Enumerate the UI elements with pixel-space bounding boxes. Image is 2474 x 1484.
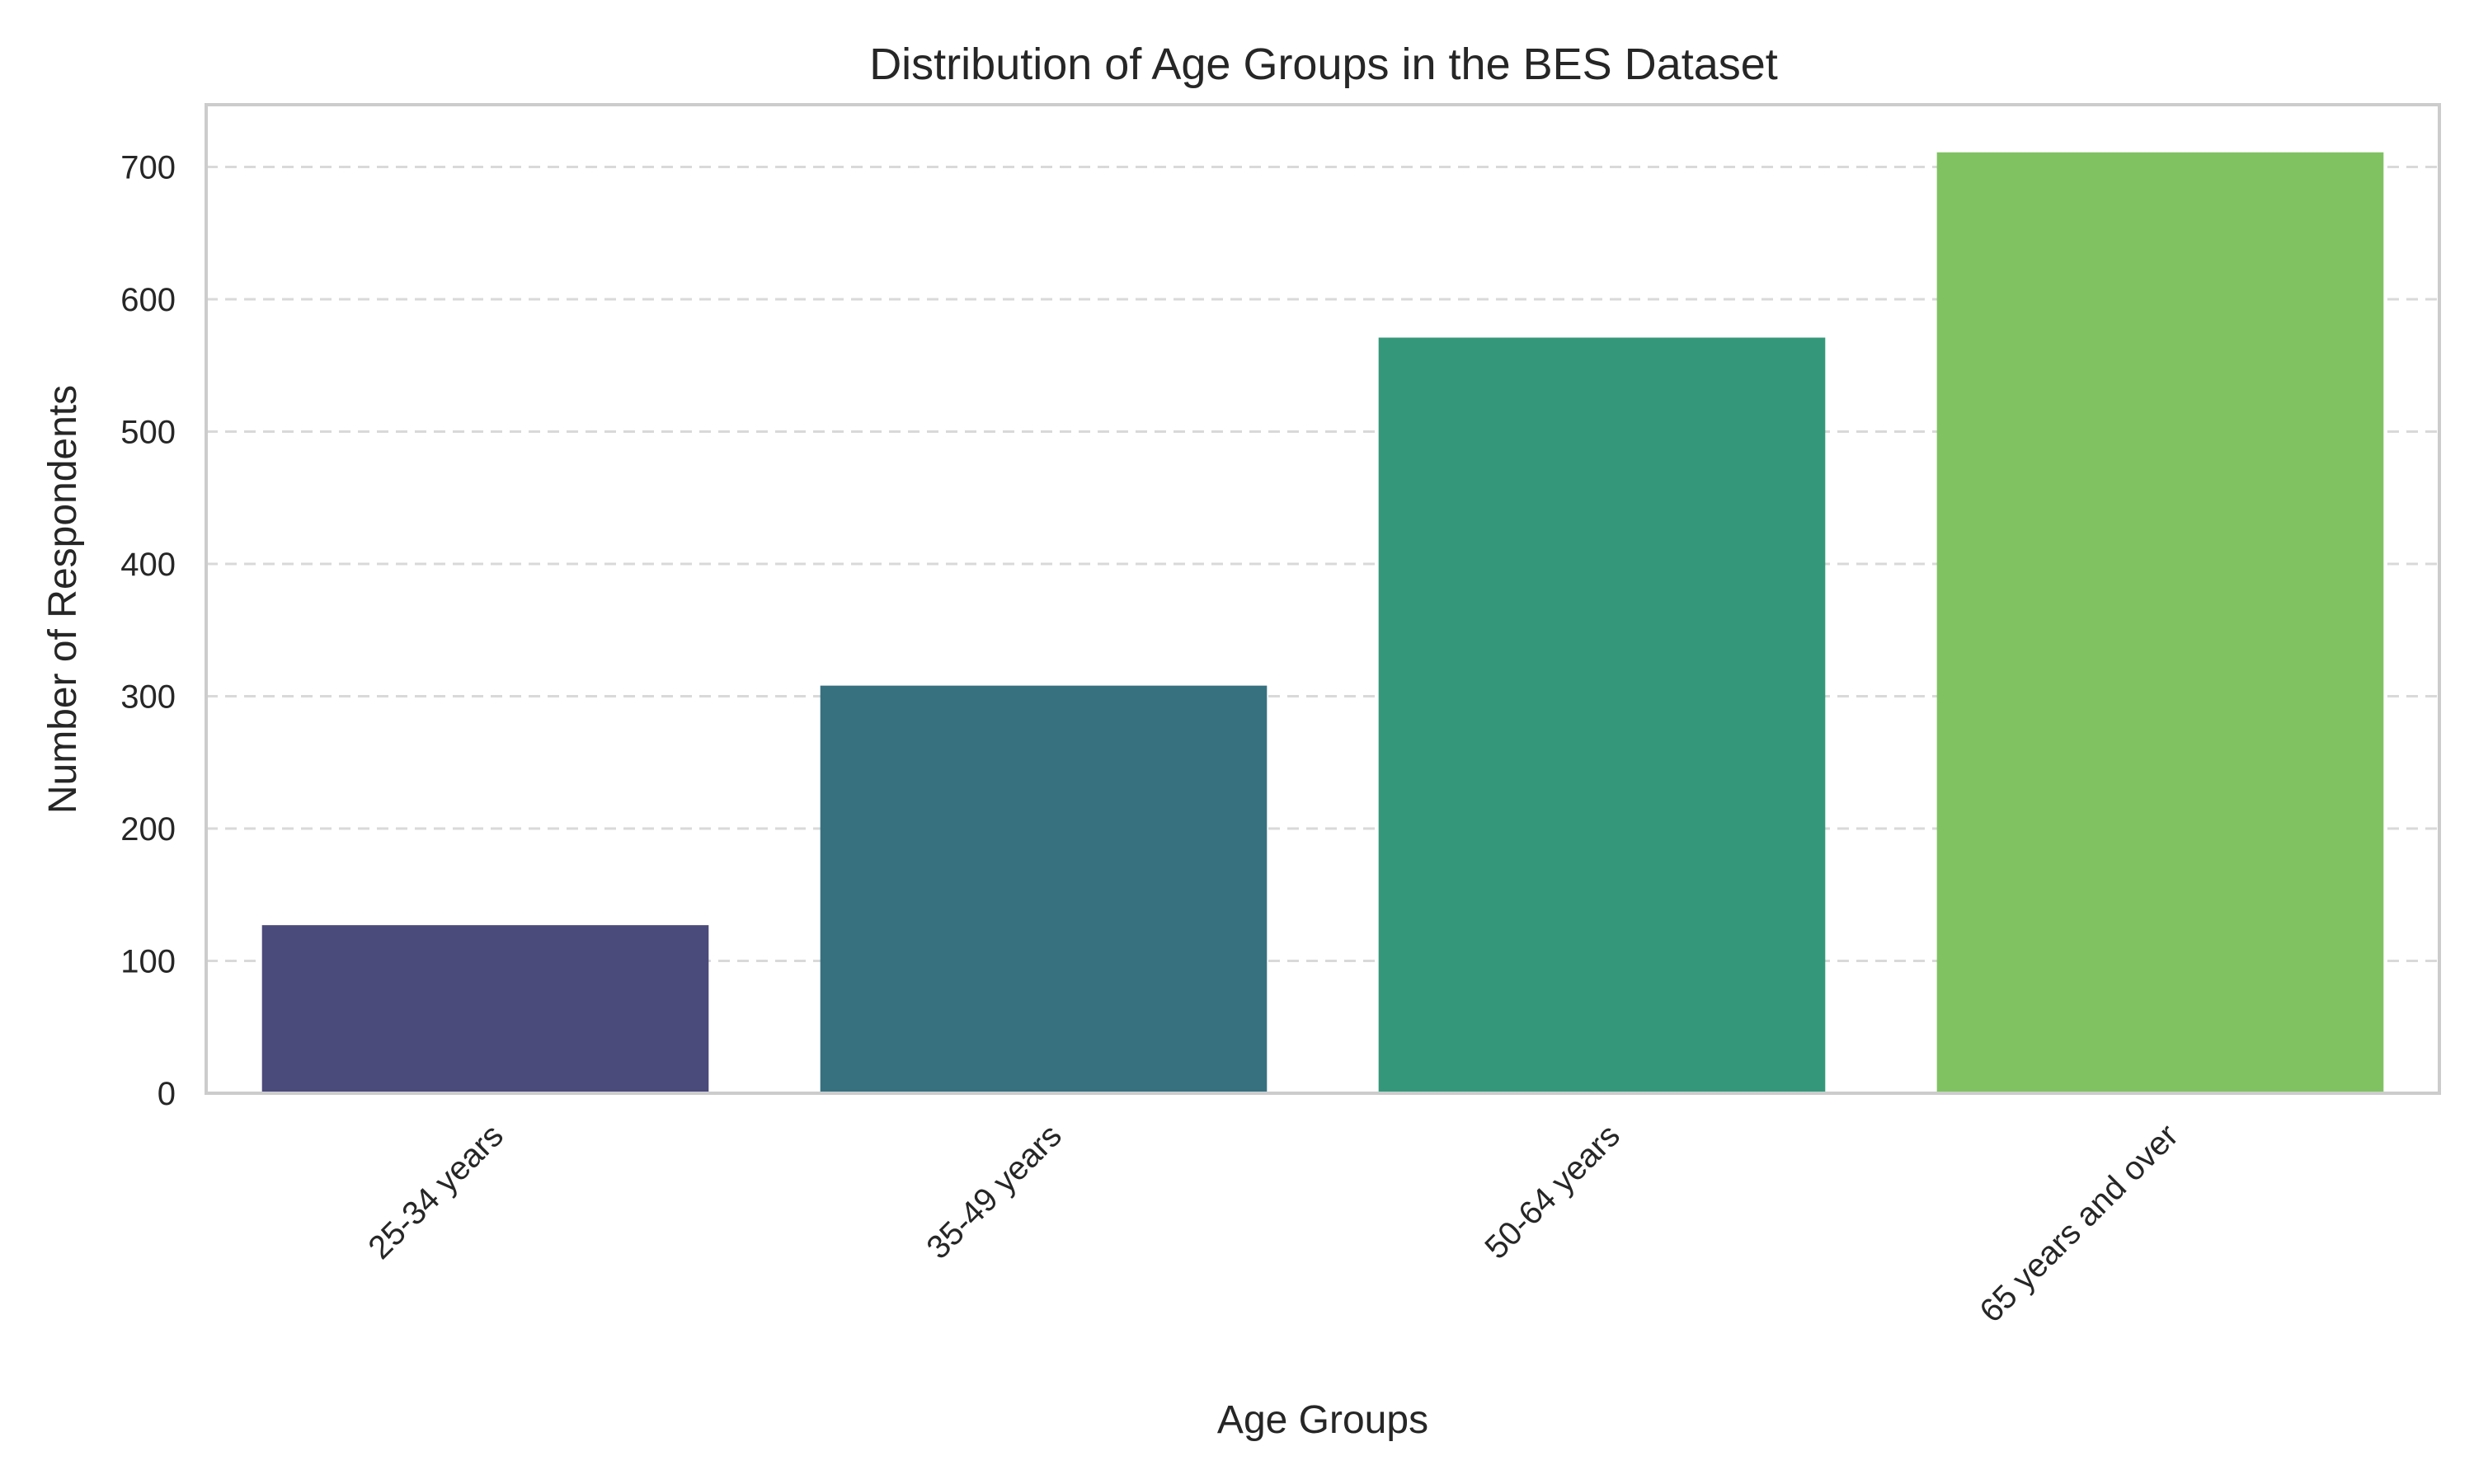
bar-3[interactable] <box>1378 337 1826 1093</box>
y-tick-label: 700 <box>120 149 176 186</box>
x-axis-label: Age Groups <box>1217 1398 1428 1442</box>
y-tick-label: 300 <box>120 679 176 715</box>
bar-1[interactable] <box>261 925 709 1093</box>
y-tick-label: 400 <box>120 547 176 583</box>
y-tick-label: 600 <box>120 282 176 318</box>
bar-2[interactable] <box>820 685 1268 1093</box>
chart-title: Distribution of Age Groups in the BES Da… <box>869 40 1778 89</box>
y-axis-label: Number of Respondents <box>41 385 85 814</box>
plot-frame <box>205 103 2441 1095</box>
y-tick-label: 100 <box>120 943 176 979</box>
y-tick-label: 200 <box>120 811 176 848</box>
bar-4[interactable] <box>1936 152 2384 1094</box>
y-tick-labels: 0 100 200 300 400 500 600 700 <box>120 149 176 1112</box>
y-tick-label: 500 <box>120 414 176 450</box>
bar-layer <box>261 152 2384 1094</box>
y-tick-label: 0 <box>158 1076 176 1112</box>
